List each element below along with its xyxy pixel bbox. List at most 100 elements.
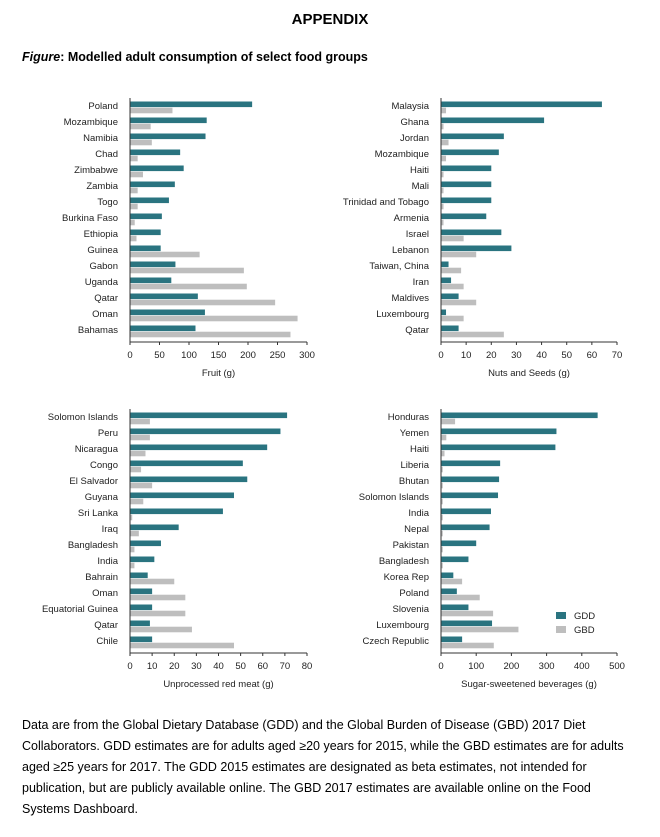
chart1-bar-gdd — [130, 165, 184, 172]
chart1-x-tick-label: 200 — [240, 350, 256, 361]
chart1-bar-gbd — [130, 187, 138, 194]
chart3-category-label: Nicaragua — [75, 444, 119, 455]
chart2-bar-gbd — [441, 203, 444, 210]
chart1-category-label: Zimbabwe — [74, 165, 118, 176]
chart3-bar-gdd — [130, 492, 234, 499]
chart2-bar-gbd — [441, 219, 444, 226]
chart4-bar-gbd — [441, 578, 463, 585]
chart2-category-label: Ghana — [400, 117, 429, 128]
chart4-bar-gdd — [441, 476, 500, 483]
chart3-x-tick-label: 20 — [169, 661, 180, 672]
chart3-x-tick-label: 40 — [213, 661, 224, 672]
chart1-bar-gbd — [130, 171, 143, 178]
chart1-bar-gbd — [130, 251, 200, 258]
chart2-bar-gbd — [441, 107, 447, 114]
chart2-x-tick-label: 20 — [486, 350, 497, 361]
chart1-bar-gdd — [130, 261, 176, 268]
source-note: Data are from the Global Dietary Databas… — [22, 718, 624, 816]
chart2-bar-gbd — [441, 251, 477, 258]
chart3-bar-gbd — [130, 498, 144, 505]
chart4-category-label: Honduras — [388, 412, 429, 423]
chart3-category-label: Peru — [98, 428, 118, 439]
chart3-bar-gdd — [130, 604, 153, 611]
chart2-bar-gdd — [441, 165, 492, 172]
chart4-bar-gbd — [441, 562, 443, 569]
chart4-x-axis-label: Sugar-sweetened beverages (g) — [461, 679, 597, 690]
chart4-category-label: Liberia — [400, 460, 429, 471]
chart3-category-label: Congo — [90, 460, 118, 471]
chart4-bar-gbd — [441, 642, 494, 649]
chart4-category-label: Bhutan — [399, 476, 429, 487]
chart2-bar-gdd — [441, 197, 492, 204]
chart1-bar-gbd — [130, 283, 247, 290]
chart3-category-label: El Salvador — [69, 476, 118, 487]
chart1-category-label: Guinea — [87, 245, 118, 256]
chart2-bar-gdd — [441, 245, 512, 252]
chart3-x-tick-label: 60 — [257, 661, 268, 672]
chart4-bar-gdd — [441, 444, 556, 451]
chart4-x-tick-label: 400 — [574, 661, 590, 672]
chart4-legend-label-gbd: GBD — [574, 625, 595, 636]
chart1-bar-gdd — [130, 293, 198, 300]
chart4-category-label: Poland — [399, 588, 429, 599]
chart3-x-tick-label: 0 — [127, 661, 132, 672]
chart4-legend-label-gdd: GDD — [574, 611, 595, 622]
chart4-bar-gdd — [441, 636, 463, 643]
chart2-bar-gbd — [441, 171, 444, 178]
chart4-bar-gbd — [441, 514, 443, 521]
chart3-x-tick-label: 80 — [302, 661, 313, 672]
chart4-bar-gdd — [441, 620, 493, 627]
chart2-bar-gbd — [441, 299, 477, 306]
chart1-category-label: Qatar — [94, 293, 118, 304]
chart3-bar-gbd — [130, 418, 150, 425]
chart4-bar-gdd — [441, 604, 469, 611]
chart4-x-tick-label: 500 — [609, 661, 625, 672]
chart4-bar-gbd — [441, 530, 443, 537]
chart3-x-axis-label: Unprocessed red meat (g) — [163, 679, 273, 690]
page-title: APPENDIX — [291, 11, 369, 28]
chart1-category-label: Oman — [92, 309, 118, 320]
chart3-x-tick-label: 70 — [280, 661, 291, 672]
chart4-bar-gdd — [441, 428, 557, 435]
chart4-x-tick-label: 0 — [438, 661, 443, 672]
chart4-category-label: Nepal — [404, 524, 429, 535]
chart2-bar-gdd — [441, 277, 452, 284]
chart4-bar-gbd — [441, 594, 480, 601]
chart1-bar-gbd — [130, 139, 152, 146]
chart2-x-tick-label: 70 — [612, 350, 623, 361]
chart2-bar-gdd — [441, 117, 545, 124]
figure-caption: Figure: Modelled adult consumption of se… — [22, 50, 368, 64]
chart3-category-label: Guyana — [85, 492, 119, 503]
chart3-category-label: Iraq — [102, 524, 118, 535]
chart3-bar-gbd — [130, 466, 142, 473]
chart3-bar-gbd — [130, 434, 150, 441]
chart2-category-label: Jordan — [400, 133, 429, 144]
chart4-x-tick-label: 300 — [539, 661, 555, 672]
chart4-bar-gbd — [441, 450, 445, 457]
chart1-bar-gbd — [130, 107, 173, 114]
chart1-x-tick-label: 250 — [270, 350, 286, 361]
chart4-bar-gbd — [441, 626, 519, 633]
chart4-category-label: Czech Republic — [362, 636, 429, 647]
chart4-x-tick-label: 100 — [468, 661, 484, 672]
chart1-x-tick-label: 300 — [299, 350, 315, 361]
chart3-bar-gdd — [130, 524, 179, 531]
chart3-x-tick-label: 10 — [147, 661, 158, 672]
chart2-x-tick-label: 10 — [461, 350, 472, 361]
chart3-category-label: Qatar — [94, 620, 118, 631]
chart1-bar-gbd — [130, 203, 138, 210]
chart3-bar-gbd — [130, 562, 135, 569]
chart3-x-tick-label: 50 — [235, 661, 246, 672]
chart3-bar-gdd — [130, 572, 148, 579]
chart3-category-label: Equatorial Guinea — [42, 604, 119, 615]
chart2-bar-gbd — [441, 315, 464, 322]
chart2-bar-gdd — [441, 293, 459, 300]
chart4-bar-gdd — [441, 588, 457, 595]
chart3-category-label: Chile — [96, 636, 118, 647]
chart3-bar-gdd — [130, 476, 248, 483]
chart3-bar-gdd — [130, 412, 288, 419]
chart1-x-tick-label: 150 — [211, 350, 227, 361]
chart1-bar-gdd — [130, 277, 172, 284]
chart4-category-label: India — [408, 508, 429, 519]
